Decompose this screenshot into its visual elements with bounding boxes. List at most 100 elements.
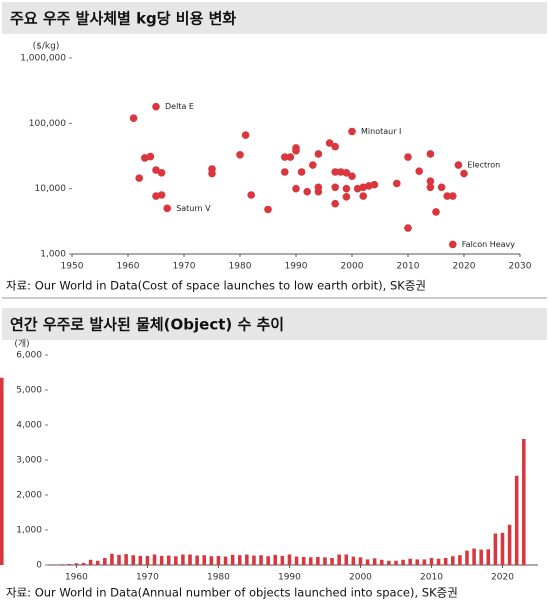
point [404,153,412,161]
bar [188,554,192,565]
bar [365,559,370,565]
point [359,192,368,200]
x-tick-label: 2000 [349,573,372,583]
point [292,184,300,193]
bar [330,558,334,565]
bar [237,555,242,565]
point [393,179,401,188]
y-tick-label: 4,000 [16,421,42,431]
point-label: Saturn V [176,204,211,213]
point [460,169,468,178]
point [426,183,435,192]
point [309,161,317,169]
point [314,187,323,196]
bar [436,558,441,565]
point [432,208,440,216]
point [247,191,255,199]
point [152,102,160,111]
bar [472,548,476,565]
bar [415,559,420,565]
x-tick-label: 2010 [397,262,420,272]
bar [500,532,505,565]
bar [316,556,320,565]
bar [159,555,164,565]
point-label: Falcon Heavy [462,240,515,249]
y-tick-label: 3,000 [16,456,42,466]
x-tick-label: 1990 [278,573,301,583]
point-label: Minotaur I [361,127,401,136]
bar [493,533,498,565]
point [314,150,323,158]
source: 자료: Our World in Data(Annual number of o… [6,586,458,600]
point [152,166,160,174]
x-tick-label: 2010 [420,573,443,583]
bar [479,549,483,565]
point [163,204,171,213]
point [449,192,457,200]
bar [294,556,299,565]
bar [451,556,455,565]
point [157,191,166,199]
point [342,168,351,177]
bar [323,557,327,565]
point [292,146,300,155]
bar [103,558,107,565]
bar [337,554,341,565]
x-tick-label: 2020 [491,573,514,583]
point [426,150,435,158]
bar [60,564,64,565]
point [404,224,412,232]
bar [394,560,398,565]
point [303,187,312,196]
bar [195,555,199,565]
x-tick-label: 1960 [65,573,88,583]
x-tick-label: 2030 [509,262,532,272]
bar [230,554,235,565]
unit-label: (개) [14,339,29,350]
bar [0,377,4,565]
x-tick-label: 1980 [229,262,252,272]
point-label: Electron [467,161,500,170]
point [208,169,216,178]
point [437,183,446,192]
point [325,139,334,147]
chart-title: 연간 우주로 발사된 물체(Object) 수 추이 [10,316,284,334]
point [286,153,295,161]
bar [507,524,512,565]
point [146,152,155,161]
x-tick-label: 1970 [173,262,196,272]
bar [131,555,135,565]
bar [202,555,207,565]
bar [166,555,171,565]
bar [422,559,427,565]
point [281,168,289,176]
point [157,168,166,177]
header-box [2,308,547,340]
bar [387,560,391,565]
point [443,192,452,200]
bar [465,550,469,565]
bar [372,558,377,565]
bar [174,556,178,565]
point [426,177,435,186]
bar [152,554,157,565]
point [331,199,340,208]
header-box [2,2,547,34]
bar [458,555,462,565]
point-label: Delta E [165,102,194,111]
bar [110,553,114,565]
bar [138,555,143,565]
bar [273,554,278,565]
bar [301,556,306,565]
point [370,180,379,189]
bar [145,555,150,565]
bar [223,556,228,565]
point [331,183,340,192]
bar [408,558,412,565]
bar [266,556,270,565]
bar [280,555,285,565]
bar [216,555,221,565]
point [297,168,306,176]
bar [81,562,86,565]
